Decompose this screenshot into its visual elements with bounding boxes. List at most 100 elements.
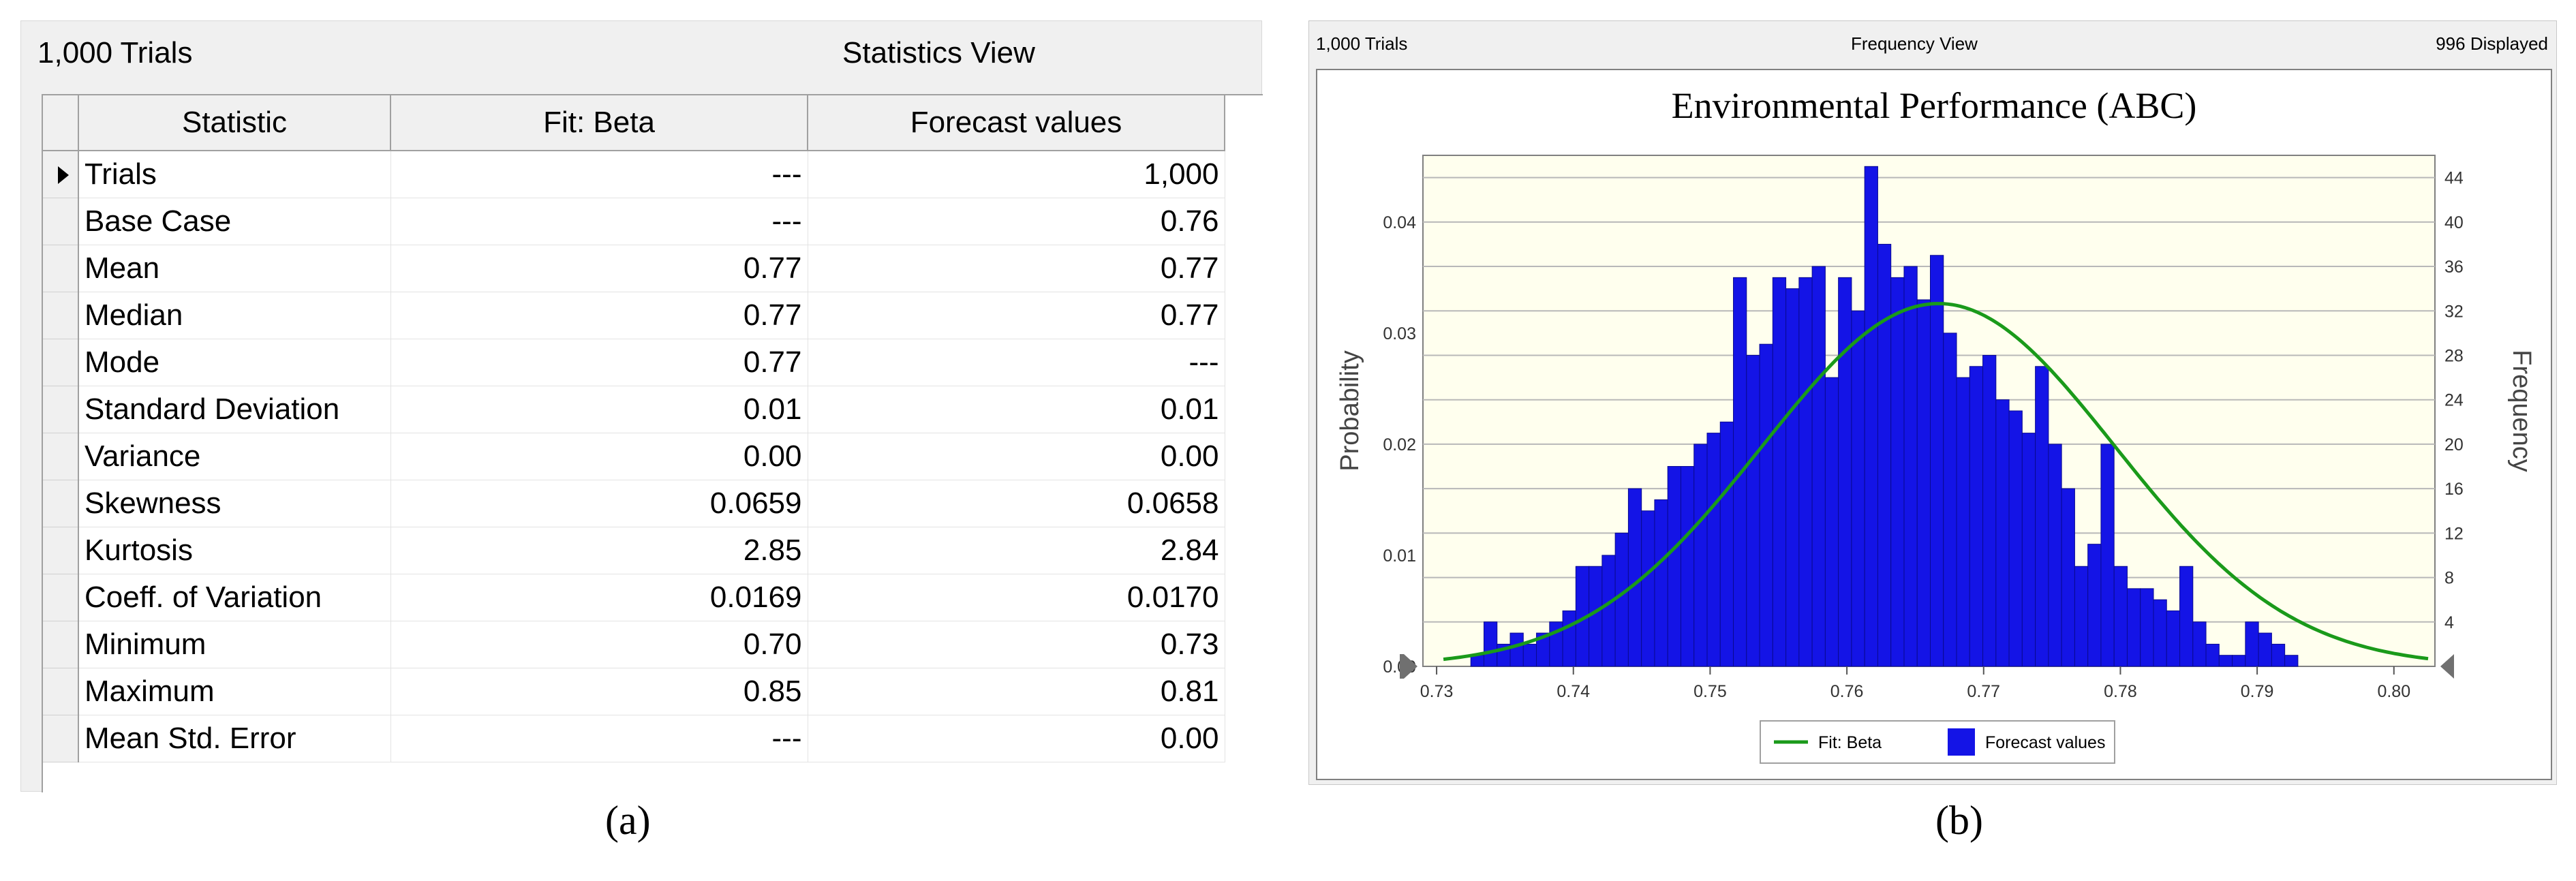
- histogram-bar: [1916, 299, 1931, 667]
- y2-tick-label: 24: [2444, 391, 2464, 410]
- table-header-row: Statistic Fit: Beta Forecast values: [43, 95, 1225, 151]
- histogram-bar: [1851, 310, 1865, 667]
- histogram-bar: [2113, 566, 2128, 667]
- y2-tick-label: 40: [2444, 213, 2464, 232]
- statistic-name-cell[interactable]: Skewness: [78, 480, 391, 527]
- panel-b-caption: (b): [1935, 798, 1983, 843]
- fit-beta-cell[interactable]: 0.85: [390, 668, 808, 715]
- fit-beta-cell[interactable]: 2.85: [390, 527, 808, 574]
- row-selector[interactable]: [43, 198, 79, 245]
- statistics-table: Statistic Fit: Beta Forecast values Tria…: [43, 95, 1225, 762]
- histogram-bar: [2126, 588, 2141, 667]
- row-selector[interactable]: [43, 433, 79, 480]
- statistic-name-cell[interactable]: Mean Std. Error: [78, 715, 391, 762]
- forecast-values-cell[interactable]: 0.81: [808, 668, 1225, 715]
- forecast-values-cell[interactable]: ---: [808, 339, 1225, 386]
- fit-beta-cell[interactable]: 0.77: [390, 245, 808, 292]
- fit-beta-cell[interactable]: 0.00: [390, 433, 808, 480]
- row-selector[interactable]: [43, 480, 79, 527]
- statistic-name-cell[interactable]: Minimum: [78, 621, 391, 668]
- fit-beta-cell[interactable]: 0.01: [390, 386, 808, 433]
- row-selector[interactable]: [43, 386, 79, 433]
- table-row[interactable]: Standard Deviation 0.01 0.01: [43, 386, 1225, 433]
- row-selector[interactable]: [43, 292, 79, 339]
- row-selector[interactable]: [43, 339, 79, 386]
- left-grabber-icon: [1404, 654, 1417, 679]
- statistic-name-cell[interactable]: Base Case: [78, 198, 391, 245]
- statistic-name-cell[interactable]: Median: [78, 292, 391, 339]
- y2-tick-label: 16: [2444, 480, 2464, 499]
- trials-count-label: 1,000 Trials: [37, 36, 193, 69]
- histogram-bar: [2100, 444, 2115, 667]
- y2-tick-label: 28: [2444, 346, 2464, 365]
- histogram-bar: [2166, 610, 2181, 667]
- histogram-bar: [1798, 277, 1813, 667]
- statistic-name-cell[interactable]: Mode: [78, 339, 391, 386]
- forecast-values-cell[interactable]: 0.76: [808, 198, 1225, 245]
- forecast-values-cell[interactable]: 0.77: [808, 245, 1225, 292]
- table-row[interactable]: Median 0.77 0.77: [43, 292, 1225, 339]
- row-selector[interactable]: [43, 527, 79, 574]
- histogram-bar: [1838, 277, 1852, 667]
- forecast-values-cell[interactable]: 0.0170: [808, 574, 1225, 621]
- statistic-name-cell[interactable]: Standard Deviation: [78, 386, 391, 433]
- row-selector[interactable]: [43, 574, 79, 621]
- forecast-values-cell[interactable]: 2.84: [808, 527, 1225, 574]
- x-tick-label: 0.74: [1557, 682, 1590, 701]
- column-header[interactable]: Statistic: [78, 95, 391, 151]
- forecast-values-cell[interactable]: 0.73: [808, 621, 1225, 668]
- fit-beta-cell[interactable]: 0.77: [390, 292, 808, 339]
- forecast-values-cell[interactable]: 0.01: [808, 386, 1225, 433]
- column-header[interactable]: Forecast values: [808, 95, 1225, 151]
- x-tick-label: 0.73: [1420, 682, 1454, 701]
- table-row[interactable]: Mode 0.77 ---: [43, 339, 1225, 386]
- statistic-name-cell[interactable]: Kurtosis: [78, 527, 391, 574]
- fit-beta-cell[interactable]: 0.0169: [390, 574, 808, 621]
- fit-beta-cell[interactable]: ---: [390, 198, 808, 245]
- row-selector-header[interactable]: [43, 95, 79, 151]
- fit-beta-cell[interactable]: 0.77: [390, 339, 808, 386]
- table-row[interactable]: Mean 0.77 0.77: [43, 245, 1225, 292]
- statistic-name-cell[interactable]: Mean: [78, 245, 391, 292]
- forecast-values-cell[interactable]: 0.00: [808, 433, 1225, 480]
- column-header[interactable]: Fit: Beta: [390, 95, 808, 151]
- table-row[interactable]: Minimum 0.70 0.73: [43, 621, 1225, 668]
- histogram-bar: [2021, 433, 2036, 667]
- forecast-values-cell[interactable]: 0.0658: [808, 480, 1225, 527]
- y2-tick-label: 20: [2444, 435, 2464, 454]
- histogram-bar: [1641, 510, 1655, 667]
- table-row[interactable]: Variance 0.00 0.00: [43, 433, 1225, 480]
- fit-beta-cell[interactable]: 0.0659: [390, 480, 808, 527]
- fit-beta-cell[interactable]: 0.70: [390, 621, 808, 668]
- statistic-name-cell[interactable]: Trials: [78, 151, 391, 198]
- histogram-bar: [1930, 255, 1944, 667]
- statistic-name-cell[interactable]: Coeff. of Variation: [78, 574, 391, 621]
- histogram-bar: [1706, 433, 1721, 667]
- histogram-bar: [1982, 354, 1997, 667]
- row-selector[interactable]: [43, 668, 79, 715]
- table-row[interactable]: Coeff. of Variation 0.0169 0.0170: [43, 574, 1225, 621]
- y2-tick-label: 4: [2444, 613, 2454, 632]
- histogram-bar: [2140, 588, 2154, 667]
- statistic-name-cell[interactable]: Variance: [78, 433, 391, 480]
- statistic-name-cell[interactable]: Maximum: [78, 668, 391, 715]
- row-selector[interactable]: [43, 715, 79, 762]
- row-selector[interactable]: [43, 151, 79, 198]
- table-row[interactable]: Maximum 0.85 0.81: [43, 668, 1225, 715]
- table-row[interactable]: Trials --- 1,000: [43, 151, 1225, 198]
- histogram-bar: [2035, 366, 2049, 667]
- forecast-values-cell[interactable]: 0.00: [808, 715, 1225, 762]
- forecast-values-cell[interactable]: 1,000: [808, 151, 1225, 198]
- table-row[interactable]: Skewness 0.0659 0.0658: [43, 480, 1225, 527]
- row-selector[interactable]: [43, 621, 79, 668]
- fit-beta-cell[interactable]: ---: [390, 715, 808, 762]
- x-tick-label: 0.79: [2241, 682, 2274, 701]
- fit-beta-cell[interactable]: ---: [390, 151, 808, 198]
- forecast-values-cell[interactable]: 0.77: [808, 292, 1225, 339]
- table-row[interactable]: Mean Std. Error --- 0.00: [43, 715, 1225, 762]
- table-row[interactable]: Base Case --- 0.76: [43, 198, 1225, 245]
- row-selector[interactable]: [43, 245, 79, 292]
- view-title: Statistics View: [842, 36, 1035, 69]
- table-row[interactable]: Kurtosis 2.85 2.84: [43, 527, 1225, 574]
- x-tick-label: 0.76: [1830, 682, 1864, 701]
